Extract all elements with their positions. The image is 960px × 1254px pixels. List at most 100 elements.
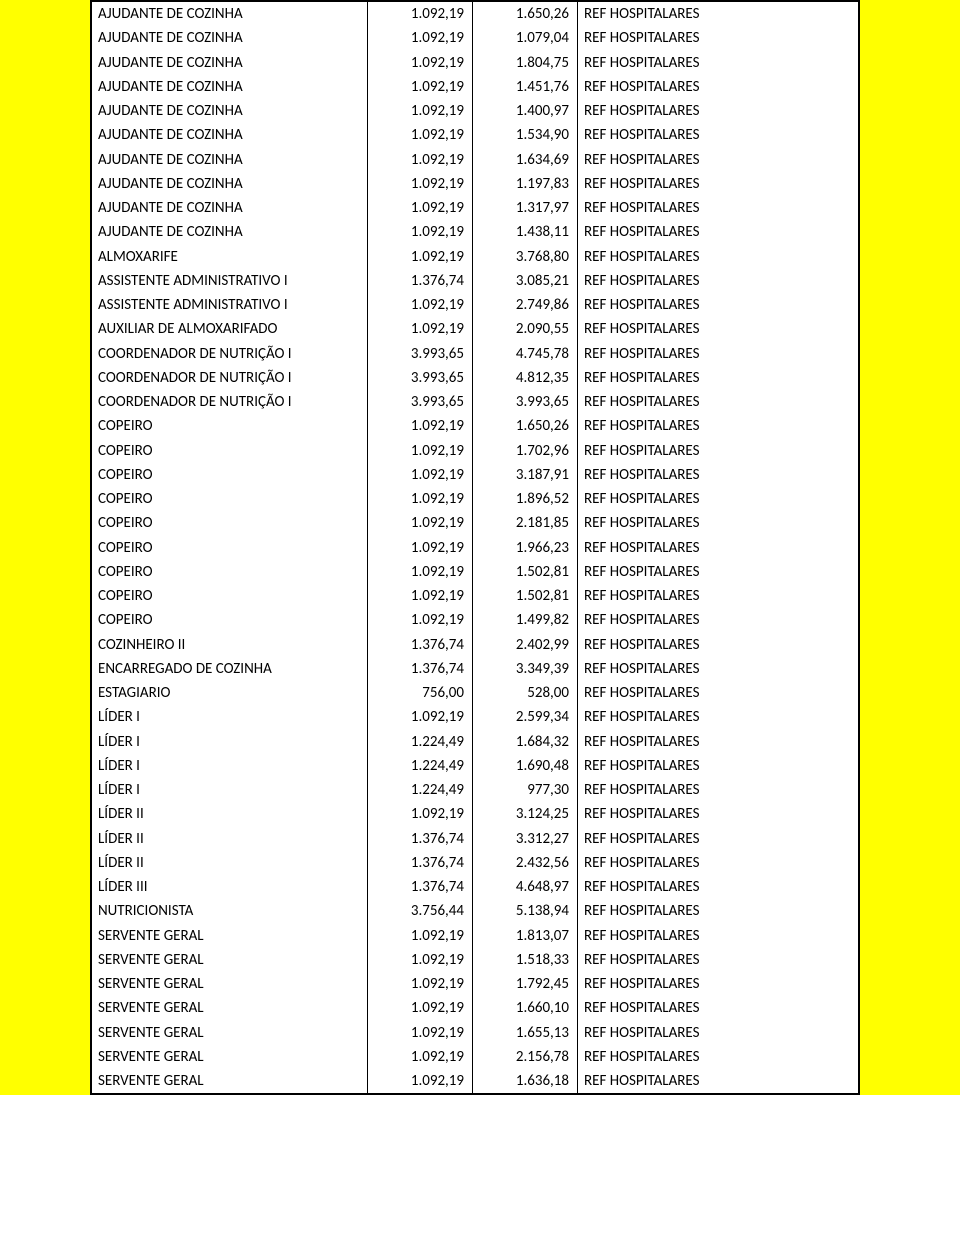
cell-value2: 5.138,94 [473,899,578,923]
cell-value2: 3.085,21 [473,269,578,293]
table-row: ENCARREGADO DE COZINHA1.376,743.349,39RE… [92,657,858,681]
cell-department: REF HOSPITALARES [578,26,859,50]
cell-position: SERVENTE GERAL [92,948,368,972]
table-row: ESTAGIARIO756,00528,00REF HOSPITALARES [92,681,858,705]
cell-value2: 1.502,81 [473,584,578,608]
cell-value1: 1.376,74 [368,851,473,875]
table-row: COPEIRO1.092,192.181,85REF HOSPITALARES [92,511,858,535]
cell-department: REF HOSPITALARES [578,851,859,875]
table-row: SERVENTE GERAL1.092,191.813,07REF HOSPIT… [92,924,858,948]
cell-value2: 1.896,52 [473,487,578,511]
cell-value2: 3.993,65 [473,390,578,414]
cell-position: LÍDER II [92,851,368,875]
table-row: NUTRICIONISTA3.756,445.138,94REF HOSPITA… [92,899,858,923]
cell-value1: 3.993,65 [368,366,473,390]
cell-value1: 1.092,19 [368,487,473,511]
cell-department: REF HOSPITALARES [578,99,859,123]
cell-position: AJUDANTE DE COZINHA [92,172,368,196]
table-row: ASSISTENTE ADMINISTRATIVO I1.092,192.749… [92,293,858,317]
cell-department: REF HOSPITALARES [578,123,859,147]
cell-value2: 2.090,55 [473,317,578,341]
cell-value1: 1.092,19 [368,293,473,317]
cell-value1: 1.092,19 [368,172,473,196]
cell-value1: 1.092,19 [368,123,473,147]
cell-value1: 1.376,74 [368,633,473,657]
cell-department: REF HOSPITALARES [578,148,859,172]
cell-department: REF HOSPITALARES [578,463,859,487]
cell-value1: 1.092,19 [368,245,473,269]
table-row: COZINHEIRO II1.376,742.402,99REF HOSPITA… [92,633,858,657]
cell-position: COPEIRO [92,608,368,632]
cell-value1: 1.092,19 [368,972,473,996]
cell-value2: 1.804,75 [473,51,578,75]
cell-department: REF HOSPITALARES [578,317,859,341]
cell-value1: 1.092,19 [368,99,473,123]
table-row: SERVENTE GERAL1.092,192.156,78REF HOSPIT… [92,1045,858,1069]
table-row: AJUDANTE DE COZINHA1.092,191.079,04REF H… [92,26,858,50]
cell-department: REF HOSPITALARES [578,924,859,948]
cell-department: REF HOSPITALARES [578,1045,859,1069]
cell-department: REF HOSPITALARES [578,705,859,729]
table-row: SERVENTE GERAL1.092,191.636,18REF HOSPIT… [92,1069,858,1093]
cell-value1: 1.092,19 [368,148,473,172]
cell-value1: 1.092,19 [368,439,473,463]
table-row: COPEIRO1.092,191.502,81REF HOSPITALARES [92,560,858,584]
cell-position: NUTRICIONISTA [92,899,368,923]
table-row: LÍDER I1.224,49977,30REF HOSPITALARES [92,778,858,802]
cell-value1: 1.224,49 [368,778,473,802]
cell-value2: 1.317,97 [473,196,578,220]
cell-position: SERVENTE GERAL [92,972,368,996]
cell-value1: 1.092,19 [368,463,473,487]
cell-position: COPEIRO [92,536,368,560]
cell-position: SERVENTE GERAL [92,996,368,1020]
cell-value1: 1.092,19 [368,924,473,948]
cell-value2: 1.499,82 [473,608,578,632]
cell-department: REF HOSPITALARES [578,511,859,535]
cell-position: COPEIRO [92,463,368,487]
cell-department: REF HOSPITALARES [578,802,859,826]
table-row: AJUDANTE DE COZINHA1.092,191.438,11REF H… [92,220,858,244]
table-row: LÍDER I1.224,491.684,32REF HOSPITALARES [92,730,858,754]
cell-value1: 1.092,19 [368,1021,473,1045]
cell-value2: 1.079,04 [473,26,578,50]
cell-department: REF HOSPITALARES [578,75,859,99]
cell-department: REF HOSPITALARES [578,196,859,220]
cell-value2: 977,30 [473,778,578,802]
cell-value2: 2.432,56 [473,851,578,875]
table-row: COORDENADOR DE NUTRIÇÃO I3.993,654.745,7… [92,342,858,366]
cell-position: LÍDER II [92,827,368,851]
cell-position: COPEIRO [92,584,368,608]
data-table-body: AJUDANTE DE COZINHA1.092,191.650,26REF H… [92,2,858,1093]
cell-department: REF HOSPITALARES [578,657,859,681]
cell-value2: 528,00 [473,681,578,705]
cell-value1: 1.092,19 [368,26,473,50]
table-row: COPEIRO1.092,191.702,96REF HOSPITALARES [92,439,858,463]
cell-department: REF HOSPITALARES [578,536,859,560]
table-row: AJUDANTE DE COZINHA1.092,191.197,83REF H… [92,172,858,196]
cell-value1: 1.092,19 [368,75,473,99]
table-row: SERVENTE GERAL1.092,191.660,10REF HOSPIT… [92,996,858,1020]
table-row: COPEIRO1.092,191.502,81REF HOSPITALARES [92,584,858,608]
cell-position: LÍDER I [92,705,368,729]
cell-department: REF HOSPITALARES [578,608,859,632]
cell-value1: 1.092,19 [368,511,473,535]
cell-department: REF HOSPITALARES [578,220,859,244]
cell-value2: 1.650,26 [473,414,578,438]
cell-position: COORDENADOR DE NUTRIÇÃO I [92,390,368,414]
cell-position: COPEIRO [92,511,368,535]
cell-value2: 4.745,78 [473,342,578,366]
cell-value2: 1.813,07 [473,924,578,948]
table-row: AUXILIAR DE ALMOXARIFADO1.092,192.090,55… [92,317,858,341]
table-row: AJUDANTE DE COZINHA1.092,191.634,69REF H… [92,148,858,172]
cell-value2: 1.438,11 [473,220,578,244]
cell-position: LÍDER I [92,778,368,802]
cell-value1: 1.376,74 [368,269,473,293]
cell-value2: 2.749,86 [473,293,578,317]
cell-department: REF HOSPITALARES [578,681,859,705]
cell-position: COPEIRO [92,487,368,511]
cell-department: REF HOSPITALARES [578,1069,859,1093]
cell-department: REF HOSPITALARES [578,948,859,972]
cell-value2: 1.518,33 [473,948,578,972]
cell-position: SERVENTE GERAL [92,1069,368,1093]
cell-position: COORDENADOR DE NUTRIÇÃO I [92,366,368,390]
